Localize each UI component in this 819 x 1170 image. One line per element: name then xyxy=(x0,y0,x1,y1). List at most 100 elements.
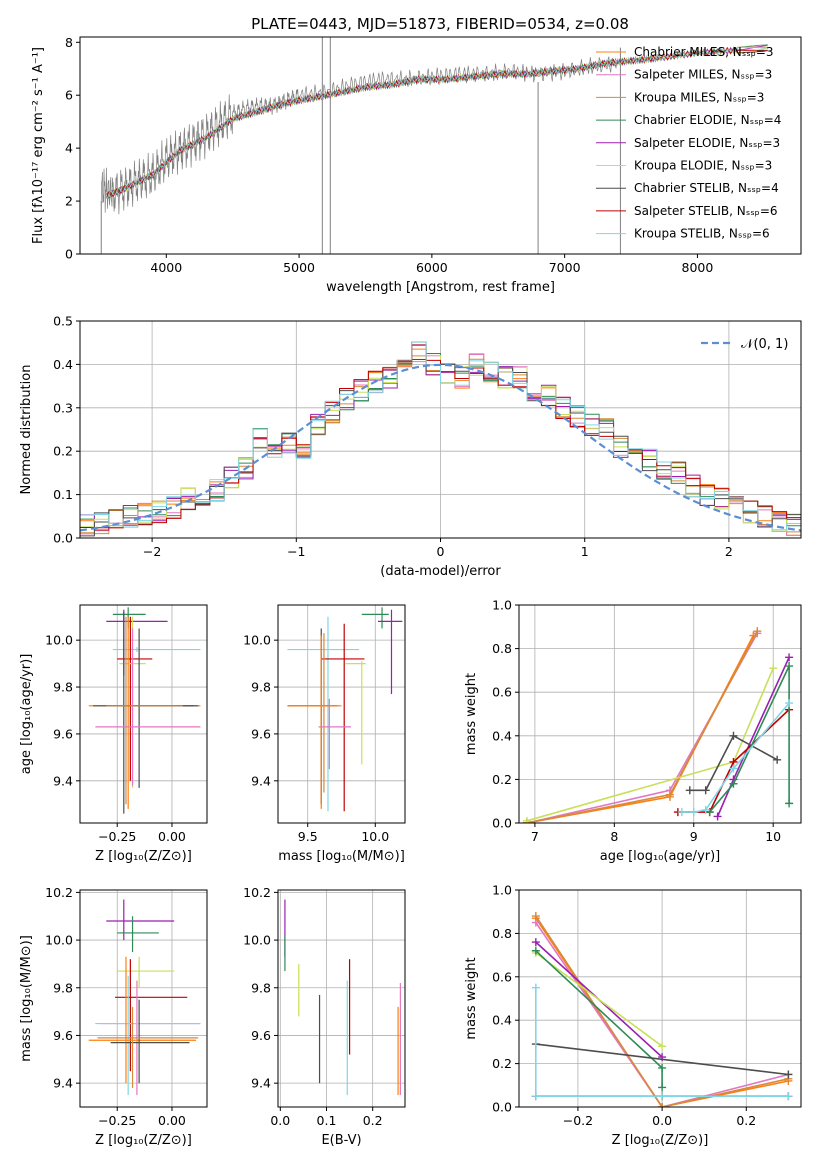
panel-age-vs-Z: −0.25 0.00 9.4 9.6 9.8 10.0 Z [log₁₀(Z/Z⊙)] age… xyxy=(19,604,208,864)
y-tick-label: 0.3 xyxy=(53,400,73,415)
data-point-marker xyxy=(701,786,710,795)
axes-frame xyxy=(518,889,802,1108)
data-point-marker xyxy=(753,627,762,636)
data-point-marker xyxy=(522,816,531,823)
y-tick-label: 0.6 xyxy=(492,685,512,700)
y-tick-label: 9.4 xyxy=(53,1076,73,1091)
data-point-marker xyxy=(665,790,674,799)
legend-label: Chabrier ELODIE, Nₛₛₚ=4 xyxy=(634,113,781,127)
y-tick-label: 9.8 xyxy=(251,680,271,695)
y-tick-label: 9.6 xyxy=(53,1028,73,1043)
axes-frame xyxy=(79,604,208,824)
data-point-marker xyxy=(785,662,794,671)
x-axis-label: wavelength [Angstrom, rest frame] xyxy=(326,280,555,295)
x-tick-label: 9 xyxy=(690,829,698,844)
x-axis-label: Z [log₁₀(Z/Z⊙)] xyxy=(95,849,192,864)
y-axis-label: mass weight xyxy=(464,957,479,1039)
data-point-marker xyxy=(658,1083,667,1092)
y-tick-label: 0.2 xyxy=(53,444,73,459)
data-point-marker xyxy=(785,653,794,662)
data-point-marker xyxy=(689,808,698,817)
series-line xyxy=(716,656,790,817)
axes-frame xyxy=(79,36,802,255)
x-tick-label: −0.25 xyxy=(98,829,136,844)
data-point-marker xyxy=(785,799,794,808)
y-tick-label: 9.6 xyxy=(53,726,73,741)
y-tick-label: 10.0 xyxy=(243,633,271,648)
y-tick-label: 0.0 xyxy=(53,531,73,546)
figure-title: PLATE=0443, MJD=51873, FIBERID=0534, z=0… xyxy=(251,15,629,33)
y-tick-label: 10.0 xyxy=(45,633,73,648)
x-tick-label: 0.00 xyxy=(158,829,186,844)
x-tick-label: 6000 xyxy=(416,260,448,275)
series-line xyxy=(526,632,758,823)
series-line xyxy=(535,950,663,1088)
x-tick-label: 0.0 xyxy=(652,1113,672,1128)
legend-label: 𝒩(0, 1) xyxy=(741,337,788,352)
x-axis-label: Z [log₁₀(Z/Z⊙)] xyxy=(95,1133,192,1148)
x-tick-label: −2 xyxy=(143,544,161,559)
y-tick-label: 4 xyxy=(65,141,73,156)
x-tick-label: −0.25 xyxy=(98,1113,136,1128)
axes-frame xyxy=(277,889,406,1108)
data-point-marker xyxy=(658,1092,667,1101)
legend-label: Salpeter STELIB, Nₛₛₚ=6 xyxy=(634,204,778,218)
y-tick-label: 0.0 xyxy=(492,816,512,831)
y-tick-label: 9.4 xyxy=(251,1076,271,1091)
y-tick-label: 0.5 xyxy=(53,314,73,329)
y-tick-label: 10.0 xyxy=(45,933,73,948)
y-tick-label: 9.4 xyxy=(53,773,73,788)
data-point-marker xyxy=(773,755,782,764)
x-tick-label: 5000 xyxy=(283,260,315,275)
data-point-marker xyxy=(658,1063,667,1072)
y-tick-label: 9.6 xyxy=(251,1028,271,1043)
data-point-marker xyxy=(531,912,540,921)
series-line xyxy=(526,630,759,823)
x-tick-label: 2 xyxy=(725,544,733,559)
axes-frame xyxy=(518,604,802,824)
x-axis-label: E(B-V) xyxy=(321,1133,361,1148)
y-axis-label: age [log₁₀(age/yr)] xyxy=(19,654,34,775)
y-axis-label: mass [log₁₀(M/M⊙)] xyxy=(19,935,34,1062)
legend-label: Chabrier STELIB, Nₛₛₚ=4 xyxy=(634,181,779,195)
y-tick-label: 0.4 xyxy=(53,357,73,372)
panels-container: Chabrier MILES, Nₛₛₚ=3 Salpeter MILES, Nₛ… xyxy=(19,35,802,1148)
y-tick-label: 8 xyxy=(65,35,73,50)
x-tick-label: 4000 xyxy=(150,260,182,275)
y-tick-label: 0.0 xyxy=(492,1100,512,1115)
y-tick-label: 0.4 xyxy=(492,1013,512,1028)
legend-label: Chabrier MILES, Nₛₛₚ=3 xyxy=(634,45,774,59)
y-tick-label: 0.8 xyxy=(492,926,512,941)
y-tick-label: 1.0 xyxy=(492,883,512,898)
panel-mass-vs-Z: −0.25 0.00 9.4 9.6 9.8 10.0 10.2 Z [log₁₀(Z/Z⊙)… xyxy=(19,885,208,1148)
x-tick-label: 8 xyxy=(610,829,618,844)
data-point-marker xyxy=(685,786,694,795)
x-tick-label: 0.00 xyxy=(158,1113,186,1128)
plot-area xyxy=(531,912,793,1107)
data-point-marker xyxy=(701,805,710,814)
legend-label: Kroupa MILES, Nₛₛₚ=3 xyxy=(634,90,764,104)
plot-area xyxy=(80,341,801,537)
data-point-marker xyxy=(729,779,738,788)
panel-spectrum: Chabrier MILES, Nₛₛₚ=3 Salpeter MILES, Nₛ… xyxy=(31,35,802,295)
data-point-marker xyxy=(658,1103,667,1107)
series-line xyxy=(526,635,755,823)
x-tick-label: −1 xyxy=(287,544,305,559)
axes-frame xyxy=(277,604,406,824)
y-axis-label: Normed distribution xyxy=(19,365,34,495)
y-tick-label: 9.4 xyxy=(251,773,271,788)
x-tick-label: 0.1 xyxy=(317,1113,337,1128)
legend-label: Salpeter MILES, Nₛₛₚ=3 xyxy=(634,68,772,82)
y-tick-label: 10.0 xyxy=(243,933,271,948)
data-point-marker xyxy=(784,1092,793,1101)
data-point-marker xyxy=(713,812,722,821)
legend: Chabrier MILES, Nₛₛₚ=3 Salpeter MILES, Nₛ… xyxy=(596,45,781,241)
x-axis-label: Z [log₁₀(Z/Z⊙)] xyxy=(612,1133,709,1148)
panel-residuals: 𝒩(0, 1) −2 −1 0 1 2 0.0 0.1 0.2 0.3 0.4 0.5 (data-mo… xyxy=(19,314,802,579)
x-tick-label: 1 xyxy=(581,544,589,559)
series-line xyxy=(708,665,790,813)
y-tick-label: 6 xyxy=(65,88,73,103)
panel-mass-weight-vs-Z: −0.2 0.0 0.2 0.0 0.2 0.4 0.6 0.8 1.0 Z [log₁₀(Z/Z… xyxy=(464,883,802,1148)
x-tick-label: 7 xyxy=(531,829,539,844)
